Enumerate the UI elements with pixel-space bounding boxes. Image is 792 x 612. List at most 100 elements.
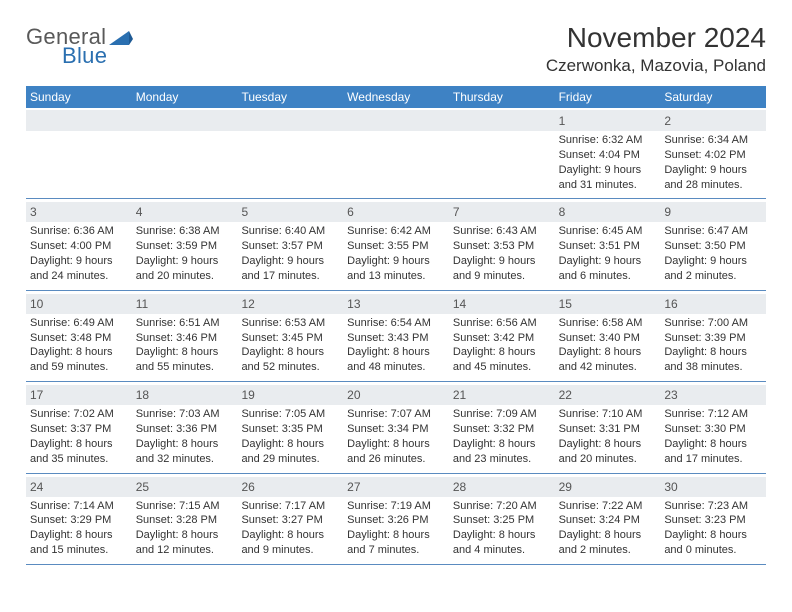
day-dl1: Daylight: 9 hours bbox=[664, 254, 762, 269]
day-cell: 24Sunrise: 7:14 AMSunset: 3:29 PMDayligh… bbox=[26, 474, 132, 564]
day-number-strip: 5 bbox=[237, 202, 343, 222]
day-number bbox=[136, 114, 139, 128]
day-number-strip: 16 bbox=[660, 294, 766, 314]
day-sunrise: Sunrise: 6:38 AM bbox=[136, 224, 234, 239]
day-cell: 9Sunrise: 6:47 AMSunset: 3:50 PMDaylight… bbox=[660, 199, 766, 289]
day-dl1: Daylight: 8 hours bbox=[347, 437, 445, 452]
day-cell: 16Sunrise: 7:00 AMSunset: 3:39 PMDayligh… bbox=[660, 291, 766, 381]
day-dl2: and 6 minutes. bbox=[559, 269, 657, 284]
day-sunrise: Sunrise: 7:19 AM bbox=[347, 499, 445, 514]
day-dl1: Daylight: 9 hours bbox=[30, 254, 128, 269]
day-cell: 26Sunrise: 7:17 AMSunset: 3:27 PMDayligh… bbox=[237, 474, 343, 564]
day-dl1: Daylight: 8 hours bbox=[241, 345, 339, 360]
day-dl2: and 13 minutes. bbox=[347, 269, 445, 284]
weeks-container: 1Sunrise: 6:32 AMSunset: 4:04 PMDaylight… bbox=[26, 110, 766, 565]
day-number-strip bbox=[26, 110, 132, 131]
day-sunset: Sunset: 3:27 PM bbox=[241, 513, 339, 528]
day-sunrise: Sunrise: 6:34 AM bbox=[664, 133, 762, 148]
day-number-strip: 29 bbox=[555, 477, 661, 497]
day-dl1: Daylight: 8 hours bbox=[30, 528, 128, 543]
day-sunrise: Sunrise: 7:05 AM bbox=[241, 407, 339, 422]
day-sunset: Sunset: 3:59 PM bbox=[136, 239, 234, 254]
day-cell: 4Sunrise: 6:38 AMSunset: 3:59 PMDaylight… bbox=[132, 199, 238, 289]
week-row: 17Sunrise: 7:02 AMSunset: 3:37 PMDayligh… bbox=[26, 382, 766, 473]
day-sunset: Sunset: 3:57 PM bbox=[241, 239, 339, 254]
day-sunset: Sunset: 3:35 PM bbox=[241, 422, 339, 437]
day-cell bbox=[237, 110, 343, 198]
day-sunset: Sunset: 3:45 PM bbox=[241, 331, 339, 346]
day-cell: 22Sunrise: 7:10 AMSunset: 3:31 PMDayligh… bbox=[555, 382, 661, 472]
day-dl2: and 9 minutes. bbox=[241, 543, 339, 558]
day-sunrise: Sunrise: 6:36 AM bbox=[30, 224, 128, 239]
day-cell: 2Sunrise: 6:34 AMSunset: 4:02 PMDaylight… bbox=[660, 110, 766, 198]
day-sunset: Sunset: 3:42 PM bbox=[453, 331, 551, 346]
day-number: 28 bbox=[453, 480, 466, 494]
weekday-tuesday: Tuesday bbox=[237, 90, 343, 104]
day-cell: 1Sunrise: 6:32 AMSunset: 4:04 PMDaylight… bbox=[555, 110, 661, 198]
day-number-strip: 7 bbox=[449, 202, 555, 222]
weekday-header: Sunday Monday Tuesday Wednesday Thursday… bbox=[26, 86, 766, 108]
day-dl2: and 2 minutes. bbox=[664, 269, 762, 284]
day-dl2: and 42 minutes. bbox=[559, 360, 657, 375]
day-sunrise: Sunrise: 6:45 AM bbox=[559, 224, 657, 239]
day-number-strip: 23 bbox=[660, 385, 766, 405]
day-number-strip bbox=[449, 110, 555, 131]
day-number: 12 bbox=[241, 297, 254, 311]
day-sunset: Sunset: 3:39 PM bbox=[664, 331, 762, 346]
day-dl1: Daylight: 9 hours bbox=[664, 163, 762, 178]
day-number-strip: 14 bbox=[449, 294, 555, 314]
logo: General Blue bbox=[26, 26, 133, 67]
day-dl1: Daylight: 8 hours bbox=[136, 345, 234, 360]
day-dl2: and 15 minutes. bbox=[30, 543, 128, 558]
day-dl2: and 17 minutes. bbox=[241, 269, 339, 284]
day-number-strip: 27 bbox=[343, 477, 449, 497]
day-sunrise: Sunrise: 6:54 AM bbox=[347, 316, 445, 331]
day-cell: 21Sunrise: 7:09 AMSunset: 3:32 PMDayligh… bbox=[449, 382, 555, 472]
day-dl2: and 20 minutes. bbox=[136, 269, 234, 284]
day-cell: 5Sunrise: 6:40 AMSunset: 3:57 PMDaylight… bbox=[237, 199, 343, 289]
day-sunrise: Sunrise: 6:49 AM bbox=[30, 316, 128, 331]
day-number-strip: 19 bbox=[237, 385, 343, 405]
day-number: 20 bbox=[347, 388, 360, 402]
week-row: 10Sunrise: 6:49 AMSunset: 3:48 PMDayligh… bbox=[26, 291, 766, 382]
day-sunrise: Sunrise: 6:32 AM bbox=[559, 133, 657, 148]
day-cell bbox=[343, 110, 449, 198]
day-dl2: and 9 minutes. bbox=[453, 269, 551, 284]
day-number: 26 bbox=[241, 480, 254, 494]
day-number-strip: 24 bbox=[26, 477, 132, 497]
day-dl1: Daylight: 8 hours bbox=[559, 437, 657, 452]
day-number-strip: 12 bbox=[237, 294, 343, 314]
day-dl1: Daylight: 8 hours bbox=[347, 345, 445, 360]
day-dl2: and 59 minutes. bbox=[30, 360, 128, 375]
day-cell: 11Sunrise: 6:51 AMSunset: 3:46 PMDayligh… bbox=[132, 291, 238, 381]
weekday-friday: Friday bbox=[555, 90, 661, 104]
day-cell: 7Sunrise: 6:43 AMSunset: 3:53 PMDaylight… bbox=[449, 199, 555, 289]
weekday-monday: Monday bbox=[132, 90, 238, 104]
day-sunrise: Sunrise: 7:20 AM bbox=[453, 499, 551, 514]
day-number-strip: 9 bbox=[660, 202, 766, 222]
day-dl2: and 28 minutes. bbox=[664, 178, 762, 193]
day-number-strip: 21 bbox=[449, 385, 555, 405]
day-dl1: Daylight: 9 hours bbox=[559, 254, 657, 269]
day-number: 30 bbox=[664, 480, 677, 494]
day-cell: 3Sunrise: 6:36 AMSunset: 4:00 PMDaylight… bbox=[26, 199, 132, 289]
day-dl1: Daylight: 8 hours bbox=[347, 528, 445, 543]
day-sunset: Sunset: 3:36 PM bbox=[136, 422, 234, 437]
day-number bbox=[453, 114, 456, 128]
day-number-strip bbox=[343, 110, 449, 131]
day-sunrise: Sunrise: 7:22 AM bbox=[559, 499, 657, 514]
day-cell: 19 Sunrise: 7:05 AMSunset: 3:35 PMDayligh… bbox=[237, 382, 343, 472]
day-sunrise: Sunrise: 7:02 AM bbox=[30, 407, 128, 422]
day-sunset: Sunset: 3:50 PM bbox=[664, 239, 762, 254]
day-number-strip: 18 bbox=[132, 385, 238, 405]
day-number-strip: 20 bbox=[343, 385, 449, 405]
day-dl1: Daylight: 8 hours bbox=[241, 437, 339, 452]
day-sunset: Sunset: 3:43 PM bbox=[347, 331, 445, 346]
day-dl1: Daylight: 8 hours bbox=[136, 437, 234, 452]
day-dl1: Daylight: 8 hours bbox=[136, 528, 234, 543]
day-cell: 30Sunrise: 7:23 AMSunset: 3:23 PMDayligh… bbox=[660, 474, 766, 564]
logo-text: General Blue bbox=[26, 26, 107, 67]
day-dl2: and 2 minutes. bbox=[559, 543, 657, 558]
day-number-strip: 2 bbox=[660, 110, 766, 131]
day-cell: 23Sunrise: 7:12 AMSunset: 3:30 PMDayligh… bbox=[660, 382, 766, 472]
